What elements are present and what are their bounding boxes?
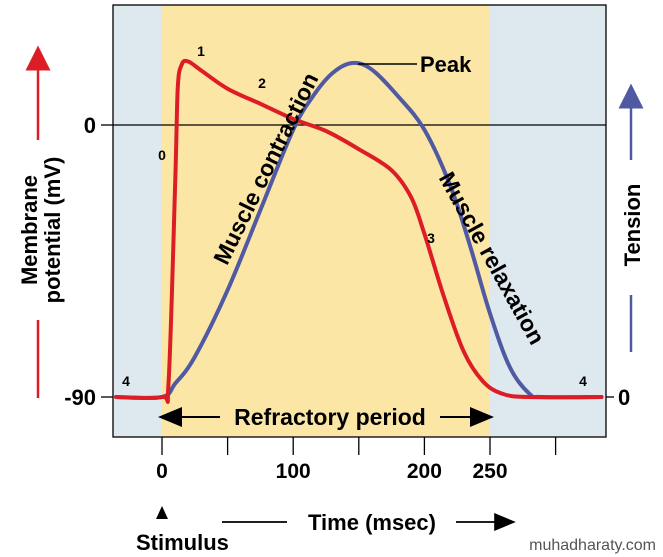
y-right-axis-title: Tension xyxy=(620,184,645,267)
series-line-membrane-potential xyxy=(114,58,604,404)
peak-label: Peak xyxy=(420,52,472,77)
y-left-axis-title-line2: potential (mV) xyxy=(40,157,65,304)
x-tick-label: 0 xyxy=(156,460,168,483)
y-right-axis-ticks: 0 xyxy=(606,385,630,410)
phase-label-0: 0 xyxy=(158,147,166,163)
y-right-tick-label: 0 xyxy=(618,385,630,410)
phase-label-3: 3 xyxy=(427,230,435,246)
x-tick-label: 100 xyxy=(276,460,311,483)
watermark: muhadharaty.com xyxy=(529,537,656,554)
x-tick-label: 200 xyxy=(407,460,442,483)
stimulus-marker-icon xyxy=(156,506,168,519)
y-left-tick-label: -90 xyxy=(64,385,96,410)
phase-label-4-right: 4 xyxy=(579,373,587,389)
y-left-axis-ticks: 0 -90 xyxy=(64,113,113,410)
refractory-period-arrow: Refractory period xyxy=(158,404,494,430)
phase-label-1: 1 xyxy=(197,43,205,59)
refractory-period-label: Refractory period xyxy=(234,404,426,430)
phase-label-2: 2 xyxy=(258,75,266,91)
x-axis-title: Time (msec) xyxy=(308,510,436,535)
phase-label-4-left: 4 xyxy=(122,373,130,389)
series-line-tension xyxy=(114,60,604,400)
y-left-tick-label: 0 xyxy=(84,113,96,138)
x-tick-label: 250 xyxy=(472,460,507,483)
stimulus-label: Stimulus xyxy=(136,530,229,555)
y-left-axis-title-line1: Membrane xyxy=(17,175,42,285)
plot-frame xyxy=(112,4,607,438)
x-axis-ticks: 0 100 200 250 xyxy=(156,437,557,483)
